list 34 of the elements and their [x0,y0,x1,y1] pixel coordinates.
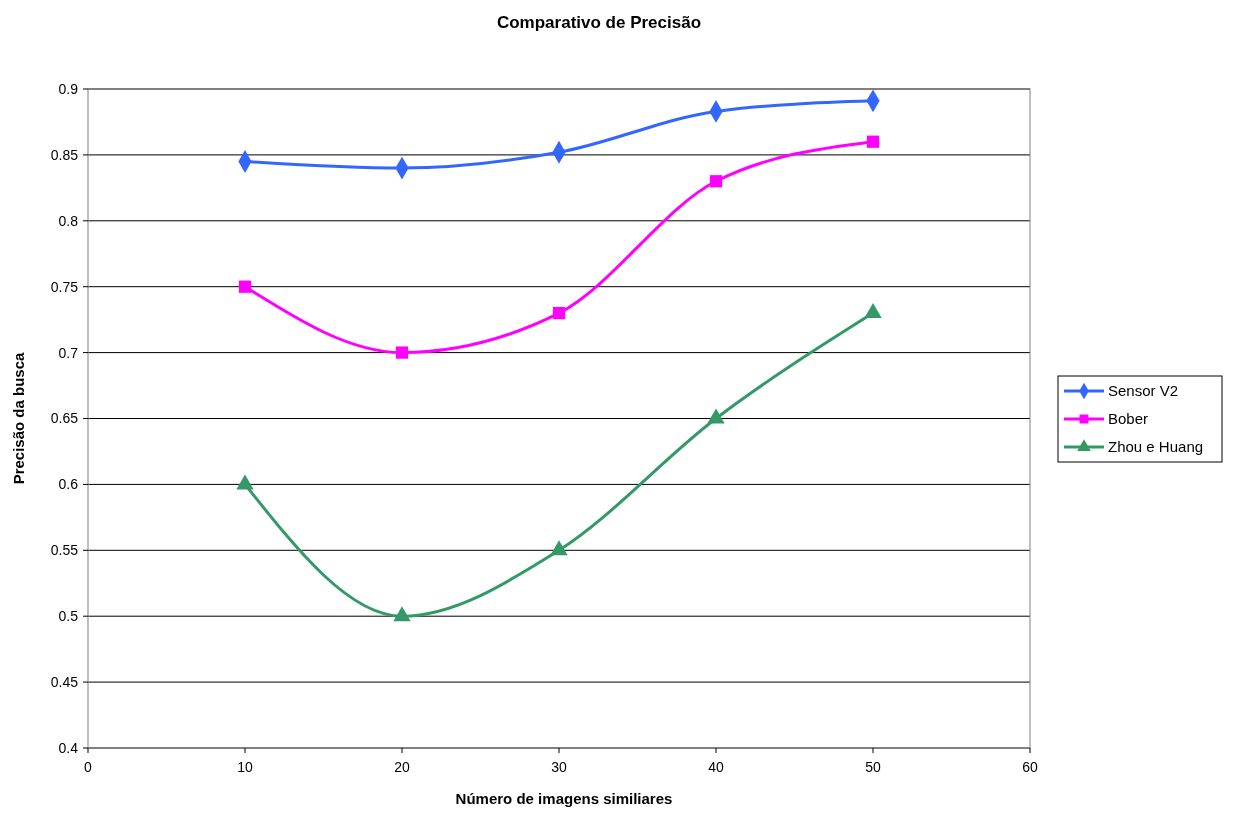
legend-label: Sensor V2 [1108,382,1179,400]
point [707,408,725,424]
legend-label: Zhou e Huang [1108,438,1204,456]
y-tick-label: 0.65 [50,410,79,427]
point [709,175,723,188]
x-tick-label: 20 [394,759,410,775]
x-tick-label: 50 [865,759,881,775]
y-tick-label: 0.7 [58,344,79,361]
x-tick-label: 0 [84,759,93,775]
y-tick-label: 0.4 [58,739,79,756]
y-tick-label: 0.45 [50,674,79,690]
y-tick-label: 0.85 [50,146,79,163]
x-tick-label: 40 [708,759,724,775]
point [866,135,880,148]
x-tick-label: 10 [237,759,253,775]
point [393,606,411,622]
y-tick-label: 0.6 [58,476,79,493]
x-axis-title: Número de imagens similiares [455,790,673,807]
point [864,303,882,319]
chart-title: Comparativo de Precisão [496,13,702,32]
point [395,346,409,359]
x-tick-label: 30 [551,759,567,775]
y-tick-label: 0.75 [50,278,79,295]
y-tick-label: 0.9 [58,80,79,97]
y-tick-label: 0.8 [58,212,79,229]
point [552,306,566,320]
point [238,280,252,293]
x-tick-label: 60 [1022,759,1038,775]
legend-label: Bober [1108,410,1149,428]
y-axis-title: Precisão da busca [10,351,27,485]
point [550,540,568,556]
point [236,474,254,490]
y-tick-label: 0.5 [58,608,79,625]
y-tick-label: 0.55 [50,542,79,559]
